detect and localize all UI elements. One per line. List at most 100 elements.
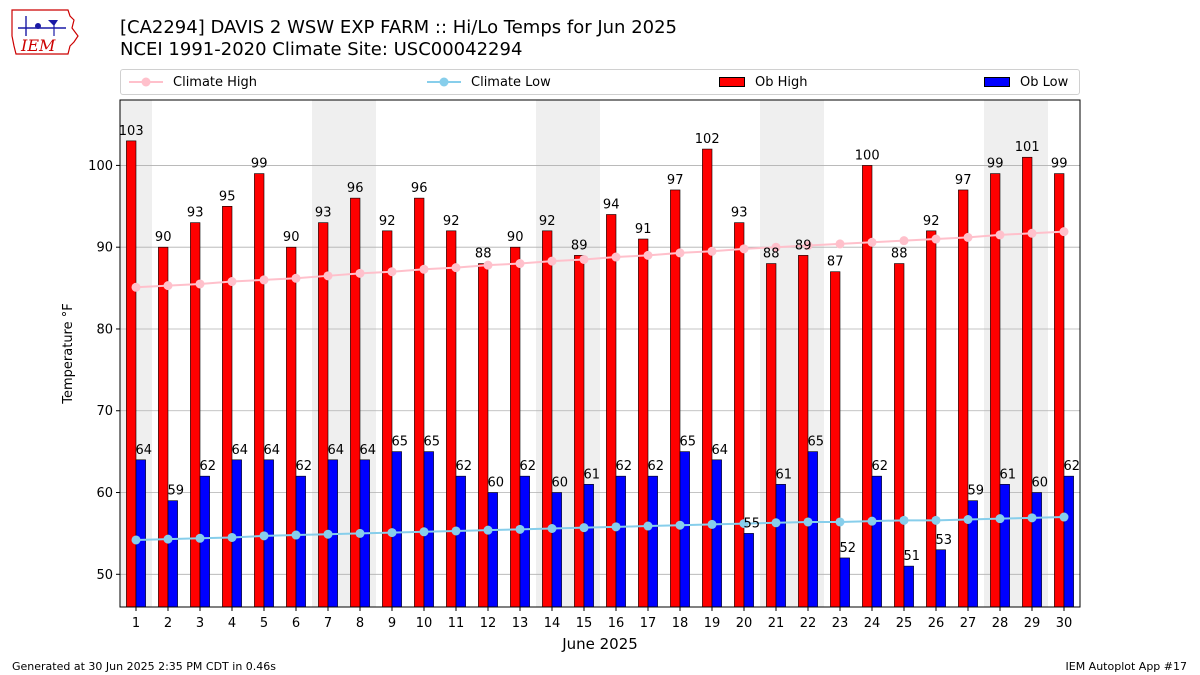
ob-high-label: 99 bbox=[987, 157, 1004, 172]
ob-high-bar bbox=[926, 230, 937, 608]
ob-low-bar bbox=[903, 565, 914, 608]
ob-low-label: 62 bbox=[616, 459, 633, 474]
ob-low-label: 52 bbox=[840, 541, 857, 556]
x-tick-label: 28 bbox=[992, 616, 1009, 631]
climate-low-point bbox=[483, 525, 493, 535]
ob-high-bar bbox=[1054, 173, 1065, 608]
x-tick-label: 19 bbox=[704, 616, 721, 631]
climate-high-point bbox=[387, 267, 397, 277]
ob-high-label: 99 bbox=[1051, 157, 1068, 172]
ob-high-label: 97 bbox=[955, 173, 972, 188]
climate-high-point bbox=[579, 254, 589, 264]
climate-high-point bbox=[227, 277, 237, 287]
ob-low-swatch bbox=[984, 77, 1010, 87]
climate-low-point bbox=[419, 527, 429, 537]
ob-low-bar bbox=[647, 475, 658, 608]
ob-high-label: 92 bbox=[539, 214, 556, 229]
climate-low-point bbox=[323, 529, 333, 539]
ob-low-label: 55 bbox=[744, 516, 761, 531]
climate-high-point bbox=[867, 237, 877, 247]
ob-high-label: 103 bbox=[119, 124, 144, 139]
climate-low-point bbox=[259, 531, 269, 541]
legend-ob-high-label: Ob High bbox=[755, 74, 808, 90]
ob-low-label: 61 bbox=[1000, 467, 1017, 482]
ob-high-label: 88 bbox=[475, 247, 492, 262]
ob-high-bar bbox=[510, 246, 521, 608]
x-axis-label: June 2025 bbox=[561, 635, 638, 653]
climate-low-point bbox=[803, 517, 813, 527]
ob-high-label: 97 bbox=[667, 173, 684, 188]
logo-text: IEM bbox=[20, 36, 56, 55]
ob-high-label: 92 bbox=[923, 214, 940, 229]
ob-low-bar bbox=[807, 451, 818, 608]
ob-high-label: 91 bbox=[635, 222, 652, 237]
x-tick-label: 16 bbox=[608, 616, 625, 631]
x-tick-label: 20 bbox=[736, 616, 753, 631]
ob-low-label: 64 bbox=[360, 443, 377, 458]
ob-high-label: 88 bbox=[891, 247, 908, 262]
ob-low-bar bbox=[775, 484, 786, 608]
climate-high-point bbox=[1027, 228, 1037, 238]
ob-low-label: 62 bbox=[520, 459, 537, 474]
y-tick-label: 80 bbox=[96, 322, 113, 337]
title-line-2: NCEI 1991-2020 Climate Site: USC00042294 bbox=[120, 39, 523, 60]
climate-high-point bbox=[931, 234, 941, 244]
climate-low-point bbox=[771, 518, 781, 528]
ob-high-label: 93 bbox=[187, 206, 204, 221]
legend-climate-high: Climate High bbox=[129, 70, 257, 94]
climate-high-point bbox=[739, 244, 749, 254]
climate-low-line bbox=[135, 516, 1065, 541]
climate-low-point bbox=[931, 515, 941, 525]
ob-low-bar bbox=[935, 549, 946, 608]
plot-frame bbox=[119, 99, 1081, 608]
ob-low-label: 59 bbox=[968, 484, 985, 499]
ob-high-bar bbox=[446, 230, 457, 608]
x-tick-label: 21 bbox=[768, 616, 785, 631]
ob-low-bar bbox=[295, 475, 306, 608]
x-tick-label: 5 bbox=[260, 616, 268, 631]
climate-low-point bbox=[835, 517, 845, 527]
ob-low-bar bbox=[487, 492, 498, 608]
ob-high-label: 96 bbox=[411, 181, 428, 196]
ob-high-bar bbox=[382, 230, 393, 608]
climate-high-point bbox=[707, 246, 717, 256]
ob-low-bar bbox=[455, 475, 466, 608]
climate-high-point bbox=[451, 263, 461, 273]
climate-high-point bbox=[803, 241, 813, 251]
climate-low-point bbox=[739, 519, 749, 529]
ob-low-bar bbox=[135, 459, 146, 608]
climate-high-point bbox=[291, 273, 301, 283]
ob-low-label: 64 bbox=[328, 443, 345, 458]
ob-high-swatch bbox=[719, 77, 745, 87]
x-tick-label: 10 bbox=[416, 616, 433, 631]
climate-high-point bbox=[323, 271, 333, 281]
climate-low-point bbox=[387, 528, 397, 538]
climate-low-swatch bbox=[427, 77, 461, 87]
ob-high-bar bbox=[766, 263, 777, 608]
ob-low-label: 62 bbox=[296, 459, 313, 474]
legend-climate-high-label: Climate High bbox=[173, 74, 258, 90]
ob-high-label: 96 bbox=[347, 181, 364, 196]
ob-low-label: 64 bbox=[264, 443, 281, 458]
legend-ob-high: Ob High bbox=[719, 70, 808, 94]
ob-high-bar bbox=[222, 206, 233, 608]
ob-low-bar bbox=[743, 533, 754, 608]
ob-high-label: 93 bbox=[731, 206, 748, 221]
climate-high-point bbox=[835, 239, 845, 249]
climate-low-point bbox=[515, 524, 525, 534]
x-tick-label: 22 bbox=[800, 616, 817, 631]
ob-low-label: 51 bbox=[904, 549, 921, 564]
x-tick-label: 7 bbox=[324, 616, 332, 631]
ob-low-label: 59 bbox=[168, 484, 185, 499]
x-tick-label: 30 bbox=[1056, 616, 1073, 631]
ob-low-label: 62 bbox=[200, 459, 217, 474]
ob-low-label: 61 bbox=[584, 467, 601, 482]
footer-generated: Generated at 30 Jun 2025 2:35 PM CDT in … bbox=[12, 660, 277, 673]
ob-high-label: 89 bbox=[795, 238, 812, 253]
y-tick-label: 60 bbox=[96, 486, 113, 501]
y-tick-label: 50 bbox=[96, 568, 113, 583]
x-tick-label: 26 bbox=[928, 616, 945, 631]
climate-high-point bbox=[483, 260, 493, 270]
climate-low-point bbox=[195, 533, 205, 543]
title-line-1: [CA2294] DAVIS 2 WSW EXP FARM :: Hi/Lo T… bbox=[120, 17, 677, 38]
